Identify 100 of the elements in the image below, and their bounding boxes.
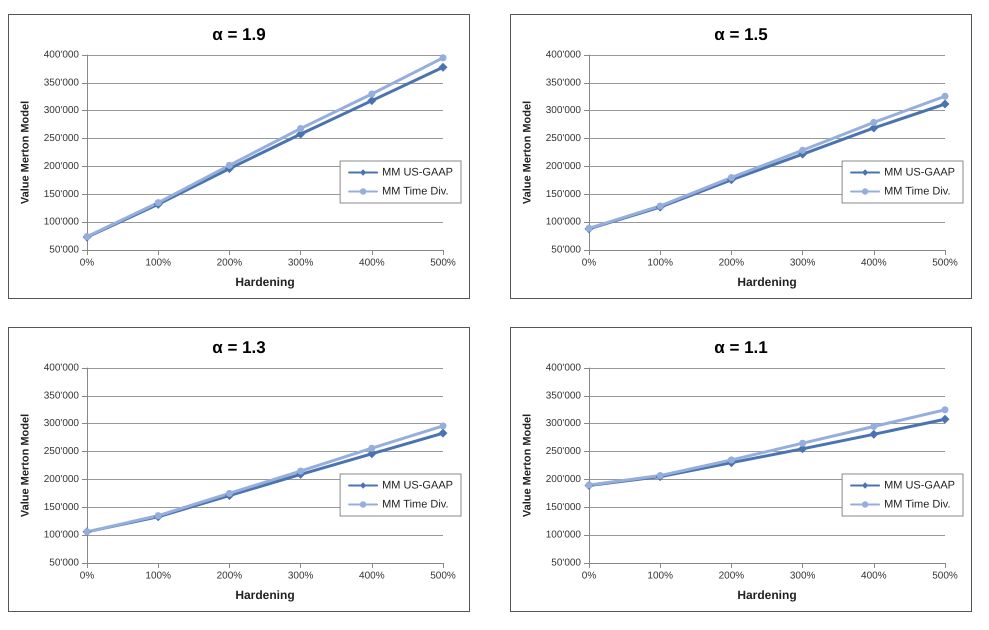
legend-label: MM Time Div. — [884, 186, 951, 198]
point — [297, 125, 304, 132]
y-tick-label: 200'000 — [546, 160, 582, 172]
y-tick-label: 250'000 — [44, 446, 80, 458]
x-tick-label: 0% — [80, 570, 94, 582]
point — [297, 468, 304, 475]
point — [869, 430, 878, 439]
legend-label: MM Time Div. — [884, 498, 951, 510]
x-tick-label: 200% — [718, 258, 744, 268]
chart-title: α = 1.1 — [714, 338, 768, 357]
y-tick-label: 150'000 — [546, 188, 582, 200]
x-tick-label: 100% — [145, 258, 172, 268]
y-tick-label: 350'000 — [44, 77, 80, 88]
y-tick-label: 250'000 — [44, 133, 80, 144]
point — [154, 199, 162, 206]
point — [870, 118, 878, 126]
x-axis-title: Hardening — [737, 275, 797, 289]
y-tick-label: 300'000 — [44, 105, 80, 116]
point — [656, 202, 664, 210]
legend-label: MM US-GAAP — [884, 166, 956, 178]
x-axis-title: Hardening — [235, 588, 295, 602]
x-tick-label: 300% — [790, 258, 816, 268]
y-tick-label: 150'000 — [44, 502, 80, 513]
x-tick-label: 200% — [718, 570, 744, 582]
point — [368, 90, 376, 98]
point — [728, 174, 735, 182]
point — [226, 490, 233, 497]
chart-title: α = 1.5 — [714, 25, 768, 44]
y-axis-title: Value Merton Model — [20, 414, 32, 518]
x-tick-label: 500% — [932, 570, 958, 582]
y-tick-label: 100'000 — [44, 216, 80, 228]
x-tick-label: 200% — [216, 570, 242, 582]
y-tick-label: 400'000 — [44, 362, 80, 374]
chart-title: α = 1.3 — [212, 338, 266, 357]
point — [942, 92, 948, 100]
point — [438, 428, 448, 438]
point — [226, 162, 233, 169]
y-tick-label: 350'000 — [546, 390, 582, 402]
x-axis-title: Hardening — [737, 588, 797, 602]
x-tick-label: 100% — [145, 570, 172, 582]
legend-label: MM US-GAAP — [382, 480, 454, 492]
point — [440, 422, 446, 430]
y-axis-title: Value Merton Model — [522, 414, 534, 518]
y-tick-label: 200'000 — [44, 160, 80, 172]
point — [940, 414, 950, 424]
x-tick-label: 400% — [861, 570, 887, 582]
point — [799, 146, 806, 154]
x-tick-label: 300% — [790, 570, 816, 582]
y-tick-label: 150'000 — [546, 502, 582, 513]
y-axis-title: Value Merton Model — [20, 100, 32, 204]
x-tick-label: 0% — [80, 258, 94, 268]
point — [367, 96, 376, 106]
x-tick-label: 400% — [359, 258, 385, 268]
y-tick-label: 300'000 — [546, 105, 582, 116]
point — [728, 456, 735, 464]
x-tick-label: 0% — [582, 258, 596, 268]
y-tick-label: 400'000 — [546, 50, 582, 60]
point — [870, 423, 878, 430]
y-tick-label: 100'000 — [44, 530, 80, 541]
y-tick-label: 250'000 — [546, 133, 582, 144]
y-tick-label: 50'000 — [551, 558, 582, 568]
point — [438, 62, 448, 72]
x-tick-label: 100% — [647, 258, 674, 268]
point — [940, 100, 950, 109]
y-tick-label: 150'000 — [44, 188, 80, 200]
y-axis-title: Value Merton Model — [522, 100, 534, 204]
y-tick-label: 200'000 — [44, 474, 80, 485]
y-tick-label: 300'000 — [546, 418, 582, 430]
y-tick-label: 100'000 — [546, 216, 582, 228]
y-tick-label: 50'000 — [49, 244, 80, 256]
y-tick-label: 100'000 — [546, 530, 582, 541]
y-tick-label: 300'000 — [44, 418, 80, 430]
x-tick-label: 500% — [430, 570, 456, 582]
x-tick-label: 400% — [359, 570, 385, 582]
point — [799, 440, 806, 447]
point — [440, 54, 446, 62]
x-tick-label: 500% — [932, 258, 958, 268]
legend-label: MM Time Div. — [382, 186, 449, 198]
point — [368, 444, 376, 452]
x-tick-label: 500% — [430, 258, 456, 268]
x-axis-title: Hardening — [235, 275, 295, 289]
legend-label: MM Time Div. — [382, 498, 449, 510]
y-tick-label: 250'000 — [546, 446, 582, 458]
y-tick-label: 400'000 — [44, 50, 80, 60]
x-tick-label: 200% — [216, 258, 242, 268]
chart-title: α = 1.9 — [212, 25, 266, 44]
x-tick-label: 100% — [647, 570, 674, 582]
x-tick-label: 300% — [288, 258, 314, 268]
y-tick-label: 350'000 — [546, 77, 582, 88]
y-tick-label: 50'000 — [551, 244, 582, 256]
x-tick-label: 300% — [288, 570, 314, 582]
x-tick-label: 400% — [861, 258, 887, 268]
y-tick-label: 50'000 — [49, 558, 80, 568]
y-tick-label: 200'000 — [546, 474, 582, 485]
x-tick-label: 0% — [582, 570, 596, 582]
y-tick-label: 350'000 — [44, 390, 80, 402]
y-tick-label: 400'000 — [546, 362, 582, 374]
point — [942, 406, 948, 414]
legend-label: MM US-GAAP — [884, 480, 956, 492]
legend-label: MM US-GAAP — [382, 166, 454, 178]
